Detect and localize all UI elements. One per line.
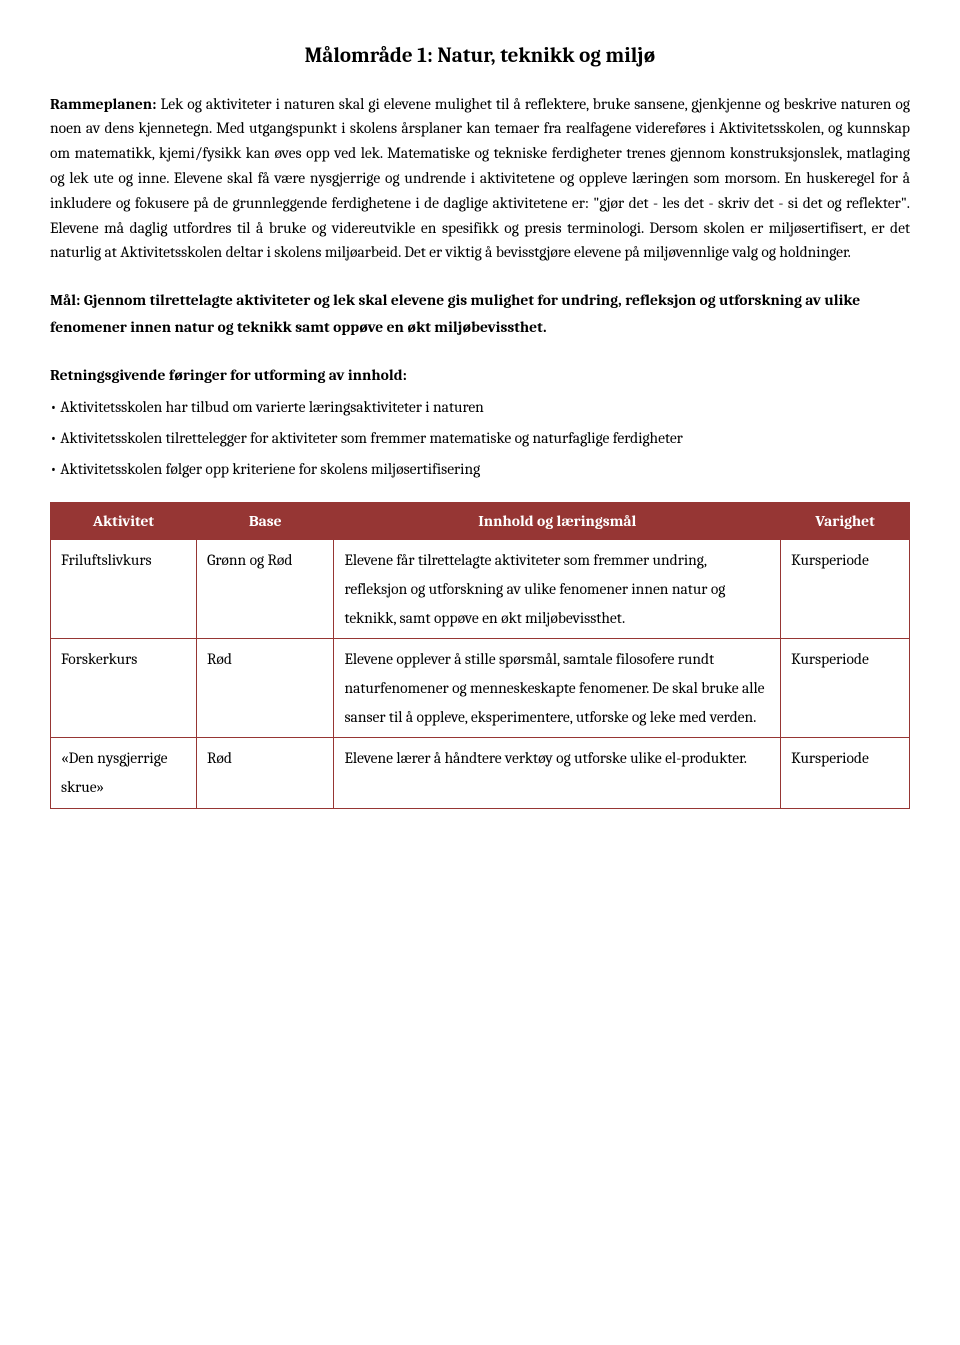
col-header-content: Innhold og læringsmål xyxy=(334,502,781,540)
guideline-item: • Aktivitetsskolen følger opp kriteriene… xyxy=(50,456,910,483)
cell-activity: Forskerkurs xyxy=(51,639,197,738)
col-header-base: Base xyxy=(197,502,334,540)
cell-base: Rød xyxy=(197,738,334,808)
cell-content: Elevene lærer å håndtere verktøy og utfo… xyxy=(334,738,781,808)
page-title: Målområde 1: Natur, teknikk og miljø xyxy=(50,40,910,74)
cell-base: Rød xyxy=(197,639,334,738)
guideline-item: • Aktivitetsskolen har tilbud om variert… xyxy=(50,394,910,421)
col-header-activity: Aktivitet xyxy=(51,502,197,540)
guidelines-heading: Retningsgivende føringer for utforming a… xyxy=(50,363,910,388)
table-row: Friluftslivkurs Grønn og Rød Elevene får… xyxy=(51,540,910,639)
intro-text: Lek og aktiviteter i naturen skal gi ele… xyxy=(50,95,910,262)
cell-activity: Friluftslivkurs xyxy=(51,540,197,639)
cell-duration: Kursperiode xyxy=(781,540,910,639)
table-row: Forskerkurs Rød Elevene opplever å still… xyxy=(51,639,910,738)
cell-duration: Kursperiode xyxy=(781,639,910,738)
goal-paragraph: Mål: Gjennom tilrettelagte aktiviteter o… xyxy=(50,287,910,341)
activities-table: Aktivitet Base Innhold og læringsmål Var… xyxy=(50,502,910,809)
cell-content: Elevene får tilrettelagte aktiviteter so… xyxy=(334,540,781,639)
intro-paragraph: Rammeplanen: Lek og aktiviteter i nature… xyxy=(50,92,910,266)
cell-activity: «Den nysgjerrige skrue» xyxy=(51,738,197,808)
intro-lead-label: Rammeplanen: xyxy=(50,95,157,113)
table-row: «Den nysgjerrige skrue» Rød Elevene lære… xyxy=(51,738,910,808)
table-header-row: Aktivitet Base Innhold og læringsmål Var… xyxy=(51,502,910,540)
col-header-duration: Varighet xyxy=(781,502,910,540)
cell-duration: Kursperiode xyxy=(781,738,910,808)
cell-content: Elevene opplever å stille spørsmål, samt… xyxy=(334,639,781,738)
cell-base: Grønn og Rød xyxy=(197,540,334,639)
guideline-item: • Aktivitetsskolen tilrettelegger for ak… xyxy=(50,425,910,452)
